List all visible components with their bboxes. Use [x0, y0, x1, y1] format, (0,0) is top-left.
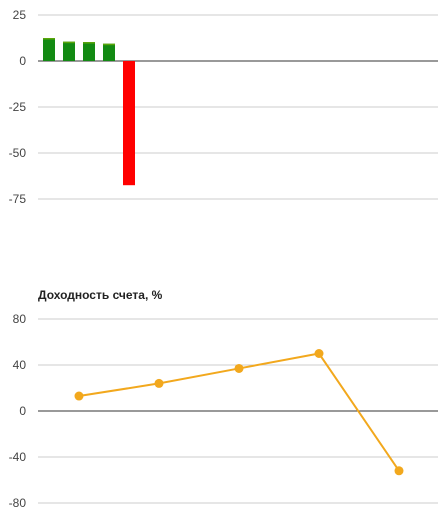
bar-chart: 25 0 -25 -50 -75 — [9, 8, 438, 206]
line-y-tick-label: 80 — [13, 312, 27, 326]
data-point — [314, 349, 324, 358]
data-point — [394, 466, 404, 476]
line-y-tick-label: -40 — [9, 450, 27, 464]
bar — [123, 61, 135, 186]
bar — [103, 43, 115, 61]
bar — [43, 38, 55, 61]
bar-y-tick-label: -50 — [9, 146, 27, 160]
data-point — [154, 378, 164, 388]
bar-y-tick-label: 25 — [13, 8, 27, 22]
bar — [63, 41, 75, 61]
bar-cap — [43, 38, 55, 40]
bar-cap — [83, 42, 95, 44]
data-point — [74, 391, 84, 401]
bar-y-tick-label: -25 — [9, 100, 27, 114]
bar-y-tick-label: 0 — [19, 54, 26, 68]
bar-cap — [63, 41, 75, 44]
line-y-tick-label: -80 — [9, 496, 27, 510]
data-point — [234, 363, 244, 373]
bar-cap — [103, 43, 115, 46]
bar — [83, 42, 95, 61]
line-y-tick-label: 0 — [19, 404, 26, 418]
line-chart: 80 40 0 -40 -80 — [9, 312, 438, 510]
line-chart-title: Доходность счета, % — [38, 288, 163, 302]
bar-y-tick-label: -75 — [9, 192, 27, 206]
line-y-tick-label: 40 — [13, 358, 27, 372]
